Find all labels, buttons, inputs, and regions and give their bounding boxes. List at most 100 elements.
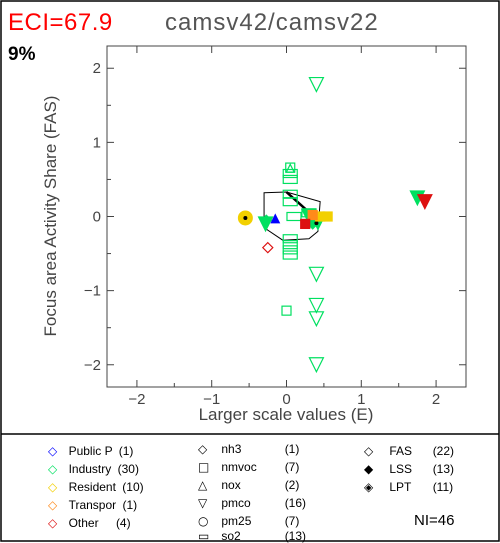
y-tick-label: 2 xyxy=(93,60,101,77)
triangle-down-icon: ▽ xyxy=(198,496,208,510)
x-tick-label: 2 xyxy=(432,391,440,408)
legend-species-label: pmco xyxy=(221,496,251,510)
legend-sector-count: (1) xyxy=(122,498,138,512)
legend-species-label: nox xyxy=(221,478,241,492)
legend-sector-resident: ◇ Resident (10) xyxy=(48,480,144,494)
scatter-point-rectangle xyxy=(282,245,298,255)
eci-score: ECI=67.9 xyxy=(8,9,113,36)
data-points xyxy=(237,76,433,374)
diamond-icon: ◇ xyxy=(198,442,208,456)
ni-count: NI=46 xyxy=(414,512,455,529)
scatter-point-rectangle xyxy=(286,211,302,222)
scatter-point-triangle-up xyxy=(285,162,296,173)
legend-species-label: nh3 xyxy=(221,442,242,456)
scatter-point-rectangle xyxy=(282,234,298,244)
diamond-icon: ◇ xyxy=(48,516,58,530)
legend-type-lpt: ◈ LPT (11) xyxy=(364,480,453,494)
scatter-point-triangle-up xyxy=(270,213,281,224)
legend-sector-industry: ◇ Industry (30) xyxy=(48,462,139,476)
x-tick-label: −2 xyxy=(128,391,145,408)
triangle-up-icon: △ xyxy=(198,478,208,492)
scatter-point-dot xyxy=(243,215,248,220)
legend-sector-label: Industry xyxy=(68,462,112,476)
scatter-point-rectangle xyxy=(282,197,298,207)
scatter-point-square xyxy=(307,209,318,221)
y-axis-label: Focus area Activity Share (FAS) xyxy=(41,96,60,337)
y-tick-label: −1 xyxy=(84,283,101,300)
chart-title: camsv42/camsv22 xyxy=(165,9,379,36)
scatter-point-square xyxy=(285,162,296,173)
legend-type-lss: ◆ LSS (13) xyxy=(364,462,454,476)
legend-species-label: pm25 xyxy=(221,514,252,528)
scatter-point-rectangle xyxy=(282,240,298,250)
scatter-point-rectangle xyxy=(282,174,298,185)
diamond-icon: ◇ xyxy=(48,480,58,494)
axis-ticks xyxy=(107,46,466,387)
scatter-point-rectangle xyxy=(282,250,298,260)
tick-labels: −2 −1 0 1 2 −2 −1 0 1 2 xyxy=(84,60,440,408)
legend-type-count: (11) xyxy=(432,480,454,494)
circle-icon: ○ xyxy=(198,514,209,528)
x-tick-label: 1 xyxy=(357,391,365,408)
legend: ◇ Public P (1) ◇ Industry (30) ◇ Residen… xyxy=(0,436,500,543)
y-tick-label: 1 xyxy=(93,134,101,151)
y-tick-label: −2 xyxy=(84,357,101,374)
legend-sector-public-p: ◇ Public P (1) xyxy=(48,444,133,458)
legend-sector-count: (4) xyxy=(115,516,131,530)
diamond-icon: ◇ xyxy=(48,462,58,476)
legend-species-nmvoc: □ nmvoc (7) xyxy=(198,460,299,474)
legend-species-nox: △ nox (2) xyxy=(198,478,299,492)
scatter-point-square xyxy=(281,305,292,316)
legend-type-label: LPT xyxy=(389,480,412,494)
dotted-diamond-icon: ◈ xyxy=(364,480,374,494)
legend-species-so2: ▭ so2 (13) xyxy=(198,529,306,543)
legend-species-label: nmvoc xyxy=(221,460,257,474)
legend-type-label: LSS xyxy=(389,462,413,476)
legend-sector-label: Resident xyxy=(68,480,116,494)
legend-sector-label: Other xyxy=(68,516,99,530)
legend-sector-label: Public P xyxy=(68,444,113,458)
legend-type-label: FAS xyxy=(389,444,413,458)
x-axis-label: Larger scale values (E) xyxy=(199,405,374,424)
x-tick-label: −1 xyxy=(203,391,220,408)
scatter-point-triangle-down xyxy=(308,311,325,328)
legend-species-pmco: ▽ pmco (16) xyxy=(198,496,306,510)
scatter-point-rectangle xyxy=(282,168,298,179)
legend-sector-count: (30) xyxy=(117,462,139,476)
legend-species-pm25: ○ pm25 (7) xyxy=(198,514,299,528)
scatter-point-diamond xyxy=(261,241,274,254)
legend-type-fas: ◇ FAS (22) xyxy=(364,444,454,458)
x-tick-label: 0 xyxy=(282,391,290,408)
diamond-icon: ◇ xyxy=(48,498,58,512)
scatter-point-triangle-down xyxy=(308,357,325,374)
diamond-icon: ◇ xyxy=(364,444,374,458)
legend-species-count: (2) xyxy=(284,478,300,492)
legend-species-count: (7) xyxy=(284,514,300,528)
legend-species-label: so2 xyxy=(221,529,241,543)
legend-species-nh3: ◇ nh3 (1) xyxy=(198,442,299,456)
diamond-icon: ◇ xyxy=(48,444,58,458)
scatter-point-triangle-down xyxy=(416,194,433,211)
hull-outline xyxy=(263,191,321,241)
scatter-point-triangle-down xyxy=(308,76,325,93)
square-icon: □ xyxy=(198,460,210,474)
scatter-point-dot xyxy=(314,221,319,226)
legend-sector-transpor: ◇ Transpor (1) xyxy=(48,498,137,512)
scatter-point-triangle-down xyxy=(308,297,325,314)
legend-sector-count: (1) xyxy=(118,444,134,458)
legend-species-count: (16) xyxy=(284,496,307,510)
legend-type-count: (13) xyxy=(432,462,455,476)
percent-label: 9% xyxy=(8,44,36,65)
y-tick-label: 0 xyxy=(93,209,101,226)
legend-type-count: (22) xyxy=(432,444,455,458)
scatter-point-diamond xyxy=(260,214,273,227)
legend-sector-other: ◇ Other (4) xyxy=(48,516,131,530)
legend-species-count: (7) xyxy=(284,460,300,474)
scatter-point-triangle-down xyxy=(308,266,325,283)
legend-sector-count: (10) xyxy=(122,480,144,494)
rectangle-icon: ▭ xyxy=(198,529,210,543)
filled-diamond-icon: ◆ xyxy=(364,462,374,476)
legend-species-count: (1) xyxy=(284,442,300,456)
legend-sector-label: Transpor xyxy=(68,498,117,512)
